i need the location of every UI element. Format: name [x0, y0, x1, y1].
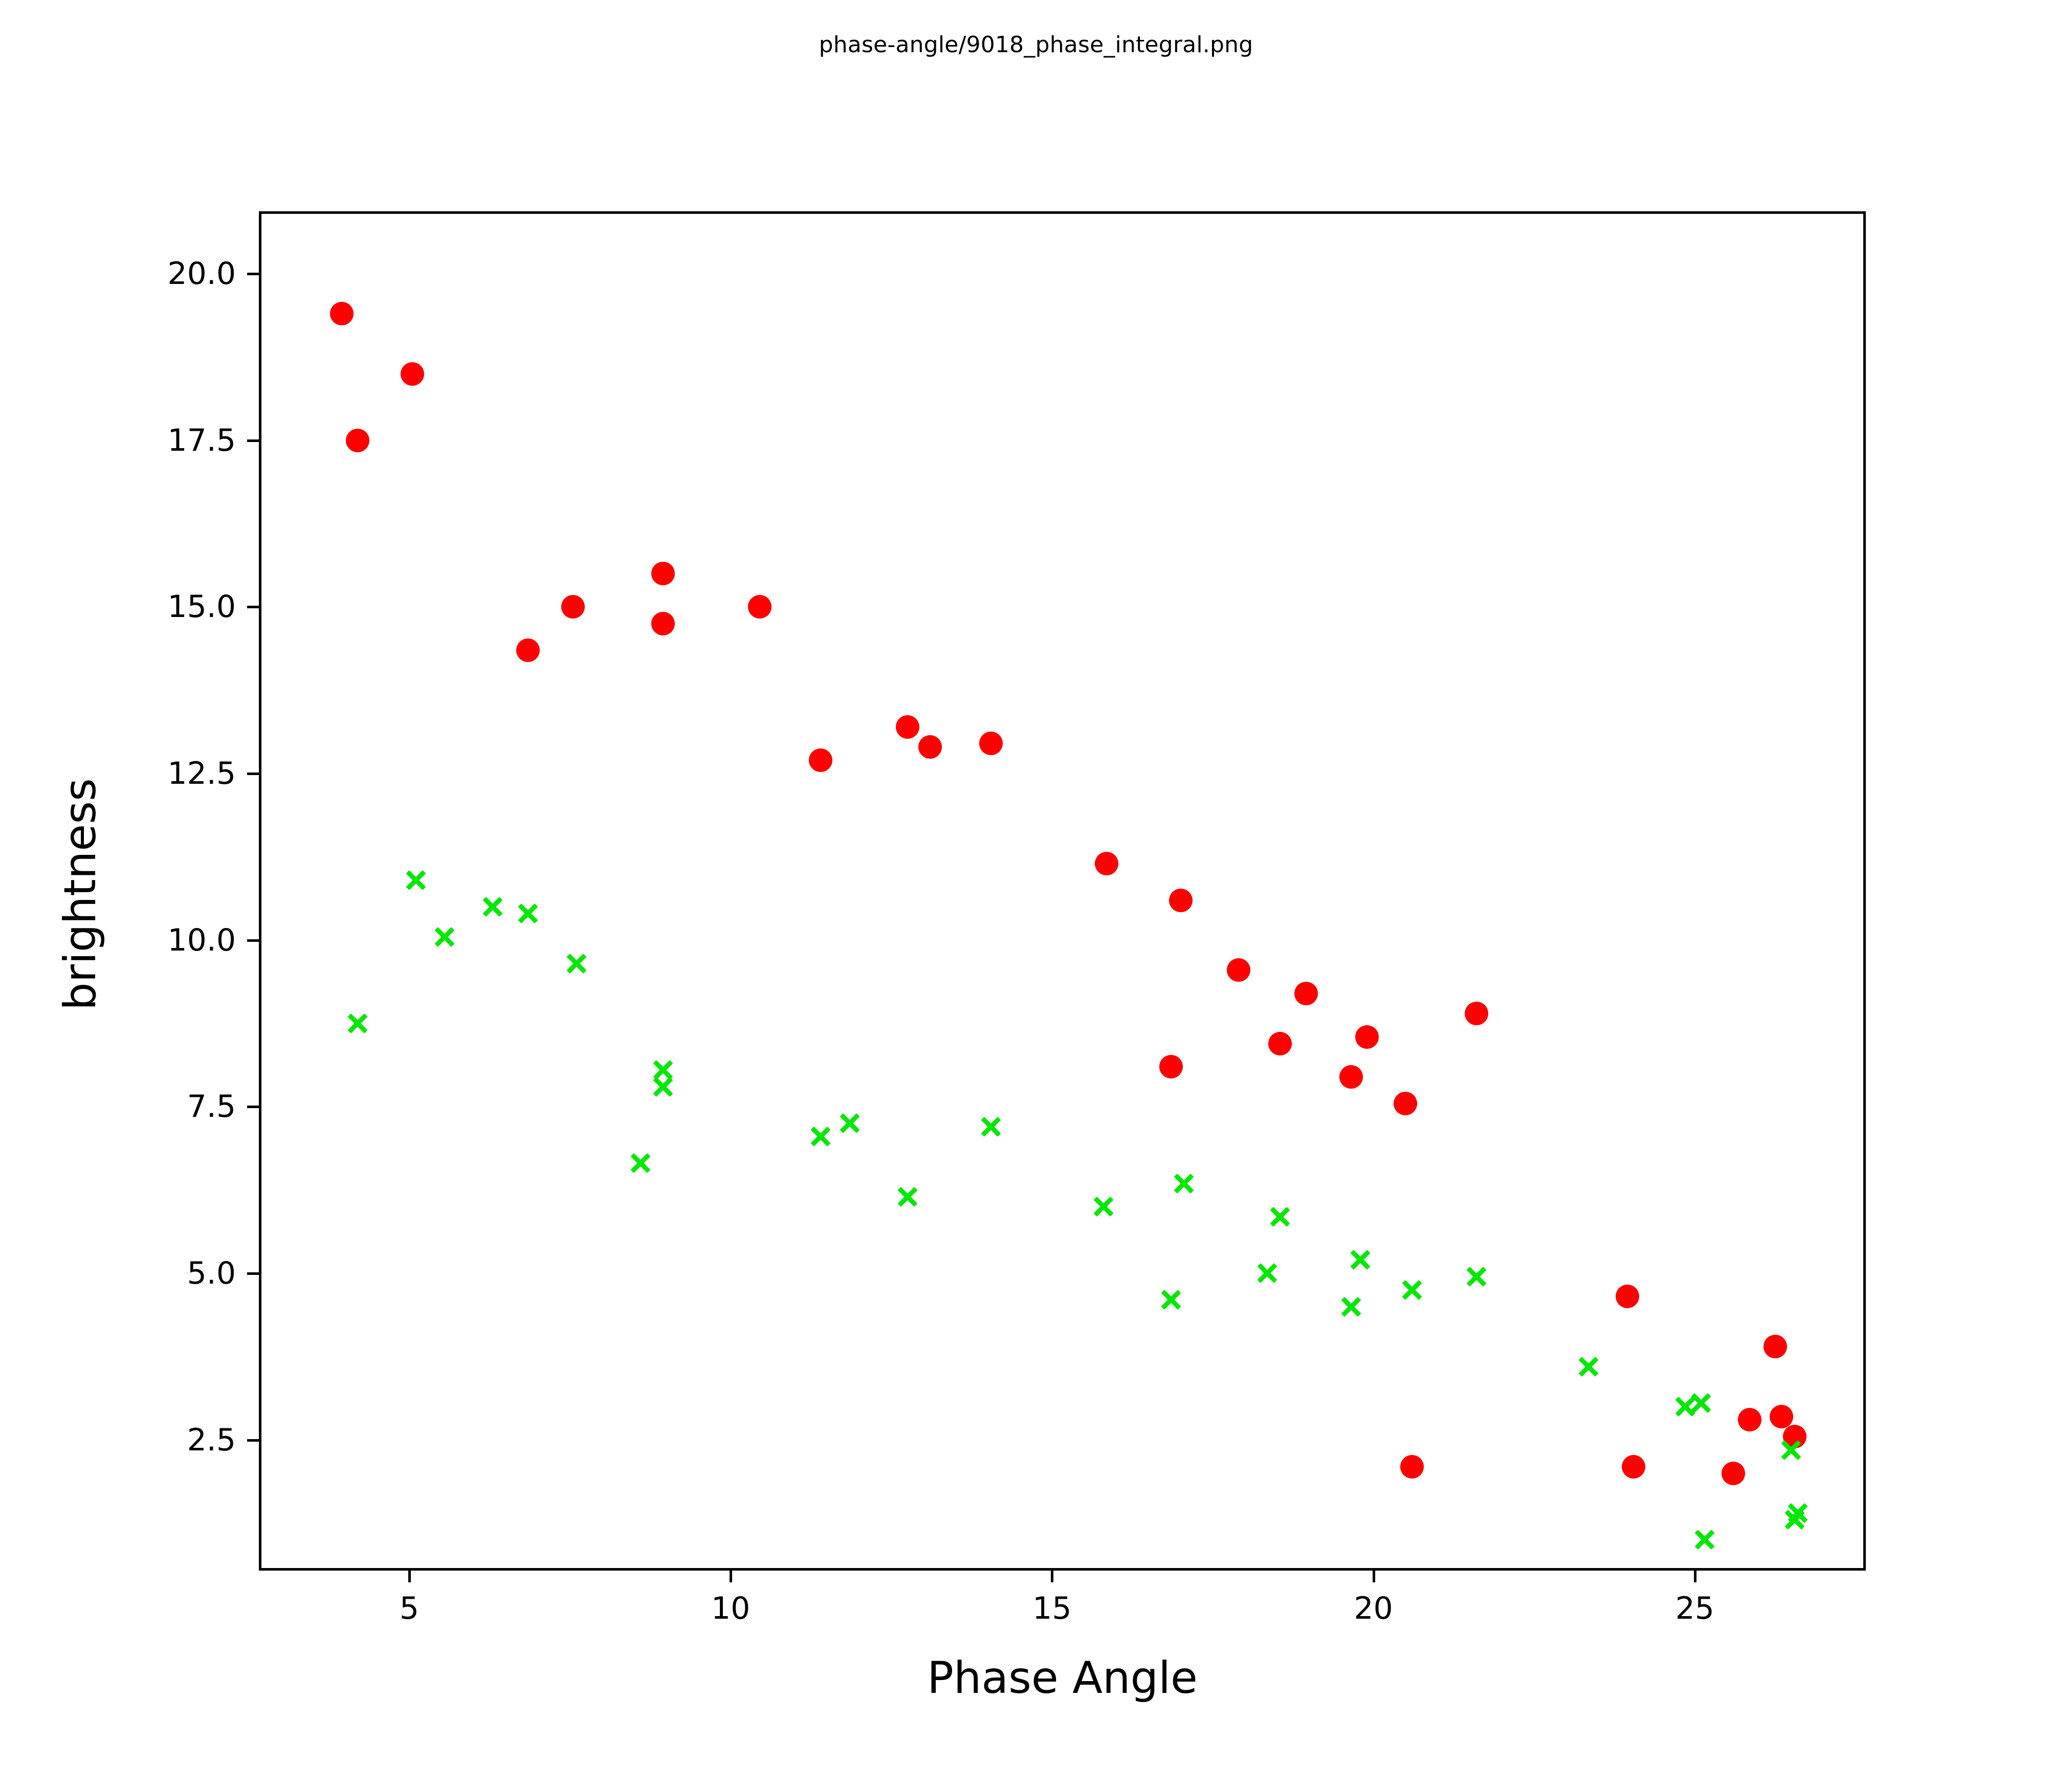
y-tick-label: 12.5 [167, 756, 236, 792]
scatter-point-cross [432, 924, 457, 949]
y-tick-label: 7.5 [187, 1089, 236, 1125]
scatter-point-circle [1622, 1454, 1646, 1479]
scatter-point-circle [1294, 981, 1318, 1005]
scatter-point-circle [1400, 1454, 1424, 1479]
scatter-point-cross [404, 868, 428, 892]
scatter-point-circle [330, 302, 354, 326]
scatter-point-cross [895, 1184, 920, 1209]
x-tick-mark [1693, 1568, 1696, 1582]
scatter-point-cross [979, 1114, 1003, 1139]
scatter-point-circle [1722, 1461, 1746, 1485]
scatter-point-circle [651, 562, 675, 586]
scatter-point-circle [1355, 1025, 1379, 1049]
scatter-point-circle [1394, 1091, 1418, 1115]
scatter-point-circle [651, 612, 675, 635]
x-tick-mark [1051, 1568, 1054, 1582]
y-tick-mark [247, 1272, 261, 1275]
scatter-point-circle [1763, 1335, 1787, 1359]
data-points-layer [261, 214, 1863, 1568]
x-tick-label: 5 [399, 1591, 420, 1626]
scatter-point-cross [1464, 1264, 1489, 1289]
scatter-point-circle [1737, 1408, 1761, 1432]
scatter-point-circle [979, 732, 1003, 756]
y-tick-mark [247, 606, 261, 609]
scatter-point-cross [480, 895, 505, 919]
y-tick-label: 20.0 [167, 256, 236, 292]
y-tick-label: 5.0 [187, 1255, 236, 1291]
x-tick-mark [408, 1568, 411, 1582]
scatter-point-circle [1095, 851, 1119, 875]
scatter-point-cross [1091, 1195, 1116, 1219]
scatter-point-circle [1615, 1285, 1639, 1309]
scatter-point-circle [1770, 1404, 1794, 1428]
scatter-point-circle [918, 735, 942, 759]
scatter-point-cross [1172, 1171, 1196, 1196]
x-tick-label: 15 [1032, 1591, 1072, 1626]
y-tick-mark [247, 439, 261, 442]
scatter-point-cross [1779, 1438, 1803, 1462]
scatter-point-cross [808, 1124, 833, 1149]
x-tick-mark [730, 1568, 733, 1582]
scatter-point-circle [1169, 888, 1193, 912]
scatter-point-circle [1159, 1055, 1183, 1079]
y-tick-label: 2.5 [187, 1422, 236, 1458]
scatter-point-cross [1255, 1261, 1280, 1286]
y-tick-mark [247, 773, 261, 776]
scatter-point-cross [1692, 1528, 1717, 1552]
y-tick-mark [247, 939, 261, 942]
x-tick-label: 10 [711, 1591, 751, 1626]
scatter-point-circle [1339, 1065, 1363, 1089]
plot-area: 2.5 5.0 7.5 10.0 12.5 15.0 17.5 20.0 5 10 15 20 25 [167, 211, 1866, 1626]
scatter-point-cross [651, 1074, 675, 1099]
scatter-point-circle [809, 748, 833, 772]
scatter-point-cross [1576, 1354, 1601, 1379]
scatter-point-cross [1673, 1394, 1698, 1419]
scatter-point-cross [516, 901, 540, 926]
y-tick-label: 17.5 [167, 422, 236, 458]
y-tick-label: 15.0 [167, 589, 236, 625]
scatter-point-cross [345, 1011, 370, 1035]
scatter-point-cross [1159, 1288, 1183, 1312]
figure-title: phase-angle/9018_phase_integral.png [819, 32, 1253, 58]
x-tick-mark [1372, 1568, 1375, 1582]
scatter-point-cross [564, 951, 589, 976]
y-axis-title: brightness [55, 778, 106, 1010]
scatter-point-circle [1268, 1031, 1292, 1055]
x-axis-title: Phase Angle [927, 1652, 1198, 1704]
scatter-point-cross [1782, 1508, 1807, 1532]
scatter-point-cross [628, 1151, 653, 1176]
scatter-point-circle [1464, 1001, 1488, 1025]
scatter-point-circle [561, 595, 585, 619]
x-tick-label: 20 [1354, 1591, 1393, 1626]
y-tick-label: 10.0 [167, 922, 236, 958]
scatter-point-circle [516, 638, 540, 663]
y-tick-mark [247, 273, 261, 276]
scatter-point-cross [837, 1111, 862, 1136]
scatter-point-circle [747, 595, 772, 619]
scatter-point-circle [895, 715, 919, 739]
scatter-point-cross [1400, 1277, 1424, 1302]
y-tick-mark [247, 1439, 261, 1442]
scatter-point-cross [1348, 1248, 1373, 1272]
scatter-point-cross [1268, 1204, 1292, 1229]
scatter-point-circle [346, 428, 370, 452]
y-tick-mark [247, 1106, 261, 1109]
scatter-point-cross [1339, 1294, 1363, 1319]
scatter-point-circle [1226, 958, 1250, 982]
scatter-point-circle [401, 362, 425, 386]
x-tick-label: 25 [1675, 1591, 1714, 1626]
